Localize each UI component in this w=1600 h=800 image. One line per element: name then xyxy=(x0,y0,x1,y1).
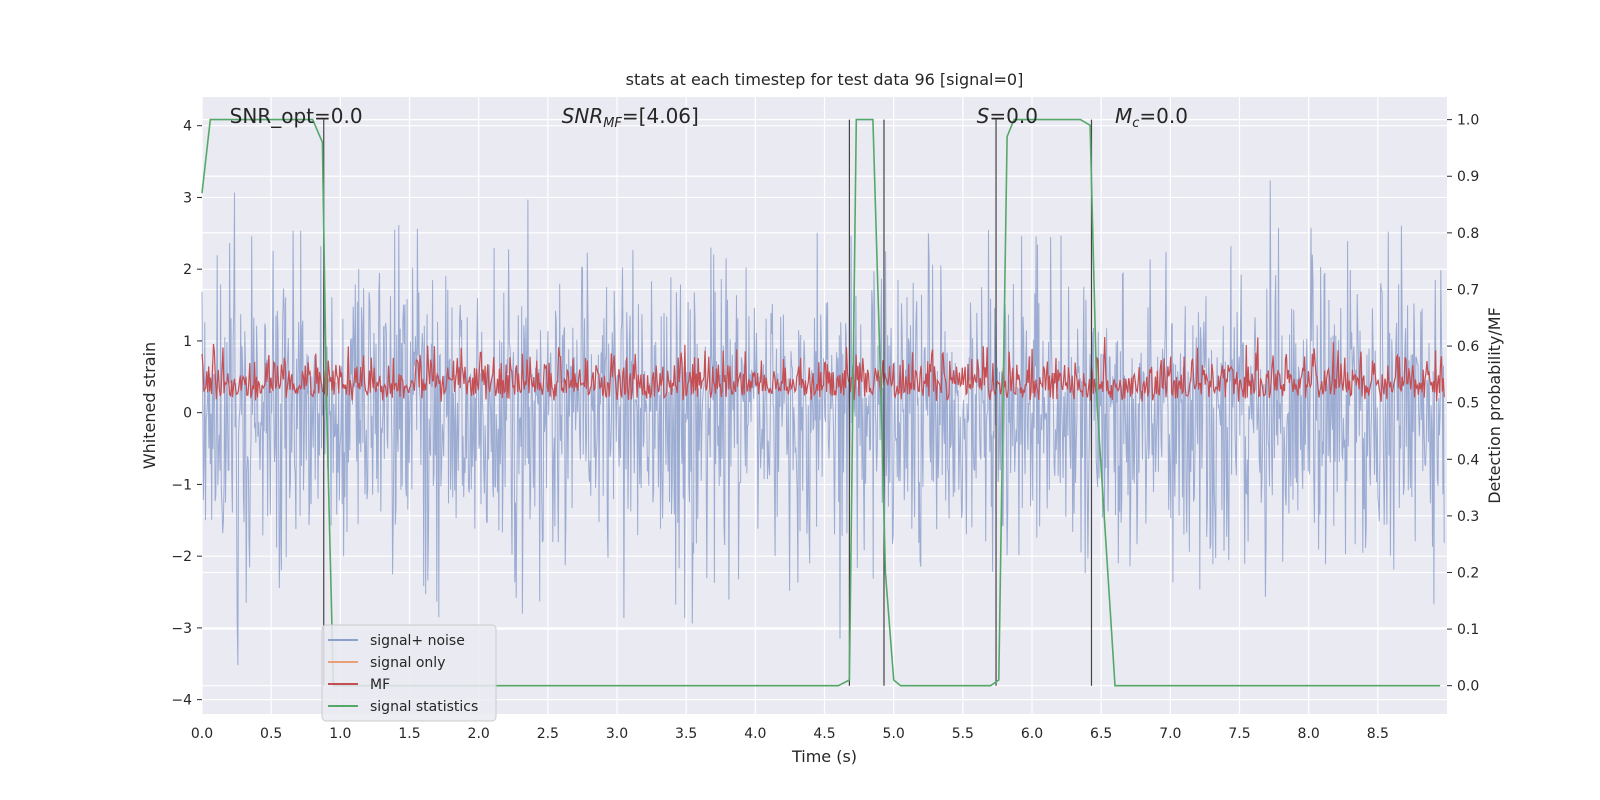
annotation-text: Mc=0.0 xyxy=(1115,104,1188,131)
y-right-tick-label: 0.5 xyxy=(1457,396,1479,412)
x-tick-label: 1.0 xyxy=(329,726,351,742)
ticks: 0.0 0.5 1.0 1.5 2.0 2.5 3.0 3.5 4.0 4.5 5.0 5.5 6.0 6… xyxy=(171,113,1479,742)
legend: signal+ noise signal only MF signal statist… xyxy=(321,624,497,722)
legend-box xyxy=(321,624,497,722)
x-tick-label: 0.5 xyxy=(260,726,282,742)
y-right-tick-label: 0.2 xyxy=(1457,565,1479,581)
y-left-tick-label: −1 xyxy=(171,477,192,493)
y-left-tick-label: 3 xyxy=(183,190,192,206)
legend-label: signal only xyxy=(370,655,445,671)
y-left-tick-label: −4 xyxy=(171,693,192,709)
x-tick-label: 7.5 xyxy=(1228,726,1250,742)
x-tick-label: 2.5 xyxy=(537,726,559,742)
x-tick-label: 8.0 xyxy=(1298,726,1320,742)
y-left-tick-label: 2 xyxy=(183,262,192,278)
y-right-tick-label: 0.4 xyxy=(1457,452,1479,468)
vertical-lines xyxy=(323,119,1093,686)
legend-label: signal+ noise xyxy=(370,633,465,649)
annotation-text: SNR_opt=0.0 xyxy=(230,104,363,128)
series-signal-statistics xyxy=(201,118,1441,687)
x-tick-label: 4.0 xyxy=(744,726,766,742)
x-tick-label: 2.0 xyxy=(468,726,490,742)
y-left-tick-label: −2 xyxy=(171,549,192,565)
y-right-tick-label: 0.6 xyxy=(1457,339,1479,355)
y-left-tick-label: −3 xyxy=(171,621,192,637)
x-tick-label: 8.5 xyxy=(1367,726,1389,742)
series-signal-noise xyxy=(201,180,1445,666)
x-tick-label: 5.5 xyxy=(952,726,974,742)
x-tick-label: 7.0 xyxy=(1159,726,1181,742)
signal-statistics-line xyxy=(201,118,1441,687)
y-right-tick-label: 0.0 xyxy=(1457,679,1479,695)
y-right-tick-label: 0.9 xyxy=(1457,169,1479,185)
x-tick-label: 1.5 xyxy=(398,726,420,742)
y-right-tick-label: 0.7 xyxy=(1457,282,1479,298)
y-right-tick-label: 0.8 xyxy=(1457,226,1479,242)
y-right-tick-label: 0.1 xyxy=(1457,622,1479,638)
x-tick-label: 0.0 xyxy=(191,726,213,742)
y-axis-label-left: Whitened strain xyxy=(140,342,159,469)
x-tick-label: 6.5 xyxy=(1090,726,1112,742)
y-axis-label-right: Detection probability/MF xyxy=(1485,307,1504,504)
annotation-text: SNRMF=[4.06] xyxy=(562,104,699,131)
y-right-tick-label: 0.3 xyxy=(1457,509,1479,525)
annotation-text: S=0.0 xyxy=(977,104,1038,128)
x-tick-label: 4.5 xyxy=(813,726,835,742)
x-tick-label: 5.0 xyxy=(883,726,905,742)
legend-label: MF xyxy=(370,677,390,693)
y-left-tick-label: 1 xyxy=(183,334,192,350)
signal-noise-line xyxy=(201,180,1445,666)
series-mf xyxy=(201,336,1445,402)
x-axis-label: Time (s) xyxy=(791,747,857,766)
y-left-tick-label: 4 xyxy=(183,119,192,135)
y-left-tick-label: 0 xyxy=(183,406,192,422)
x-tick-label: 3.0 xyxy=(606,726,628,742)
y-right-tick-label: 1.0 xyxy=(1457,113,1479,129)
chart-title: stats at each timestep for test data 96 … xyxy=(626,70,1024,89)
x-tick-label: 3.5 xyxy=(675,726,697,742)
annotations: SNR_opt=0.0 SNRMF=[4.06] S=0.0 Mc=0.0 xyxy=(230,104,1188,131)
mf-line xyxy=(201,336,1445,402)
legend-label: signal statistics xyxy=(370,699,478,715)
x-tick-label: 6.0 xyxy=(1021,726,1043,742)
